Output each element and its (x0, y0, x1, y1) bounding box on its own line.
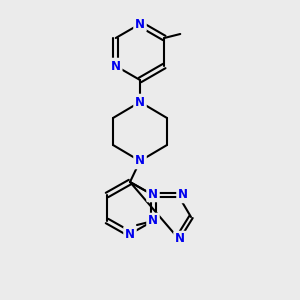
Text: N: N (111, 59, 121, 73)
Text: N: N (175, 232, 185, 245)
Text: N: N (148, 188, 158, 200)
Text: N: N (148, 214, 158, 227)
Text: N: N (125, 227, 135, 241)
Text: N: N (135, 17, 145, 31)
Text: N: N (135, 95, 145, 109)
Text: N: N (135, 154, 145, 167)
Text: N: N (178, 188, 188, 202)
